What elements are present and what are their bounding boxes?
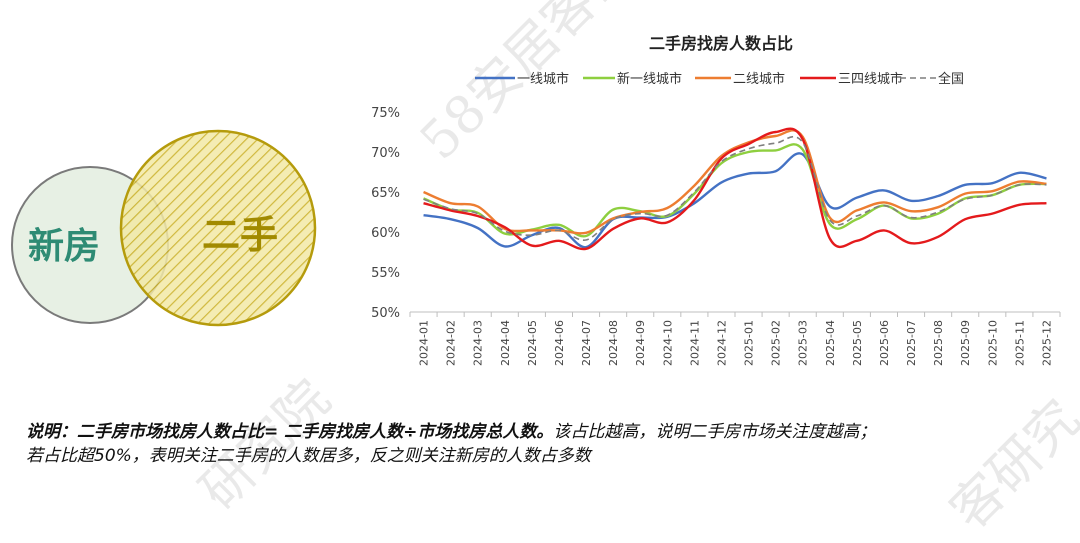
y-tick-label: 75% [371,106,400,121]
chart-axes: 75% 70% 65% 60% 55% 50% 2024-01 2024-02 2024-03 2… [371,106,1061,366]
series-line-一线城市 [423,152,1047,249]
chart-title: 二手房找房人数占比 [649,34,793,53]
second-hand-label: 二手 [202,213,278,257]
x-tick-label: 2024-12 [715,320,728,366]
x-tick-label: 2025-05 [851,320,864,366]
legend-label: 全国 [938,71,964,87]
x-tick-label: 2025-11 [1013,320,1026,366]
x-tick-label: 2024-09 [634,320,647,366]
y-tick-label: 50% [371,306,400,321]
legend-label: 二线城市 [733,71,785,87]
chart-legend: 一线城市 新一线城市 二线城市 三四线城市 全国 [475,71,964,87]
x-tick-label: 2024-03 [472,320,485,366]
x-tick-label: 2025-01 [743,320,756,366]
x-tick-label: 2025-02 [770,320,783,366]
x-tick-label: 2025-07 [905,320,918,366]
x-tick-label: 2025-06 [878,320,891,366]
x-tick-label: 2024-04 [499,320,512,366]
x-tick-label: 2025-09 [959,320,972,366]
x-tick-label: 2024-08 [607,320,620,366]
x-tick-label: 2024-01 [418,320,431,366]
x-tick-label: 2025-12 [1040,320,1053,366]
x-tick-label: 2024-02 [445,320,458,366]
x-tick-label: 2024-05 [526,320,539,366]
second-hand-circle [119,129,317,327]
note-line-1: 说明：二手房市场找房人数占比= 二手房找房人数÷市场找房总人数。该占比越高，说明… [26,420,1066,444]
x-tick-label: 2024-07 [580,320,593,366]
series-line-全国 [423,135,1047,241]
note-line-2: 若占比超50%，表明关注二手房的人数居多，反之则关注新房的人数占多数 [26,446,591,466]
legend-label: 新一线城市 [617,71,682,87]
x-tick-label: 2024-11 [688,320,701,366]
note-prefix: 说明： [26,422,77,442]
series-line-三四线城市 [423,127,1047,251]
y-tick-label: 55% [371,266,400,281]
y-tick-label: 65% [371,186,400,201]
y-tick-label: 60% [371,226,400,241]
x-tick-label: 2025-08 [932,320,945,366]
x-tick-label: 2025-03 [797,320,810,366]
note-rest: 该占比越高，说明二手房市场关注度越高； [553,422,877,442]
series-line-二线城市 [423,129,1047,235]
chart-series [423,127,1047,251]
legend-label: 三四线城市 [838,71,903,87]
new-house-label: 新房 [28,226,100,267]
x-tick-label: 2025-04 [824,320,837,366]
note-text: 说明：二手房市场找房人数占比= 二手房找房人数÷市场找房总人数。该占比越高，说明… [26,420,1066,468]
venn-diagram: 新房 二手 [11,129,317,327]
x-tick-label: 2025-10 [986,320,999,366]
legend-label: 一线城市 [517,71,569,87]
note-bold: 二手房市场找房人数占比= 二手房找房人数÷市场找房总人数。 [77,422,554,442]
x-tick-label: 2024-06 [553,320,566,366]
x-tick-label: 2024-10 [661,320,674,366]
line-chart: 二手房找房人数占比 一线城市 新一线城市 二线城市 三四线城市 全国 75% 70% 65%… [371,34,1061,366]
y-tick-label: 70% [371,146,400,161]
